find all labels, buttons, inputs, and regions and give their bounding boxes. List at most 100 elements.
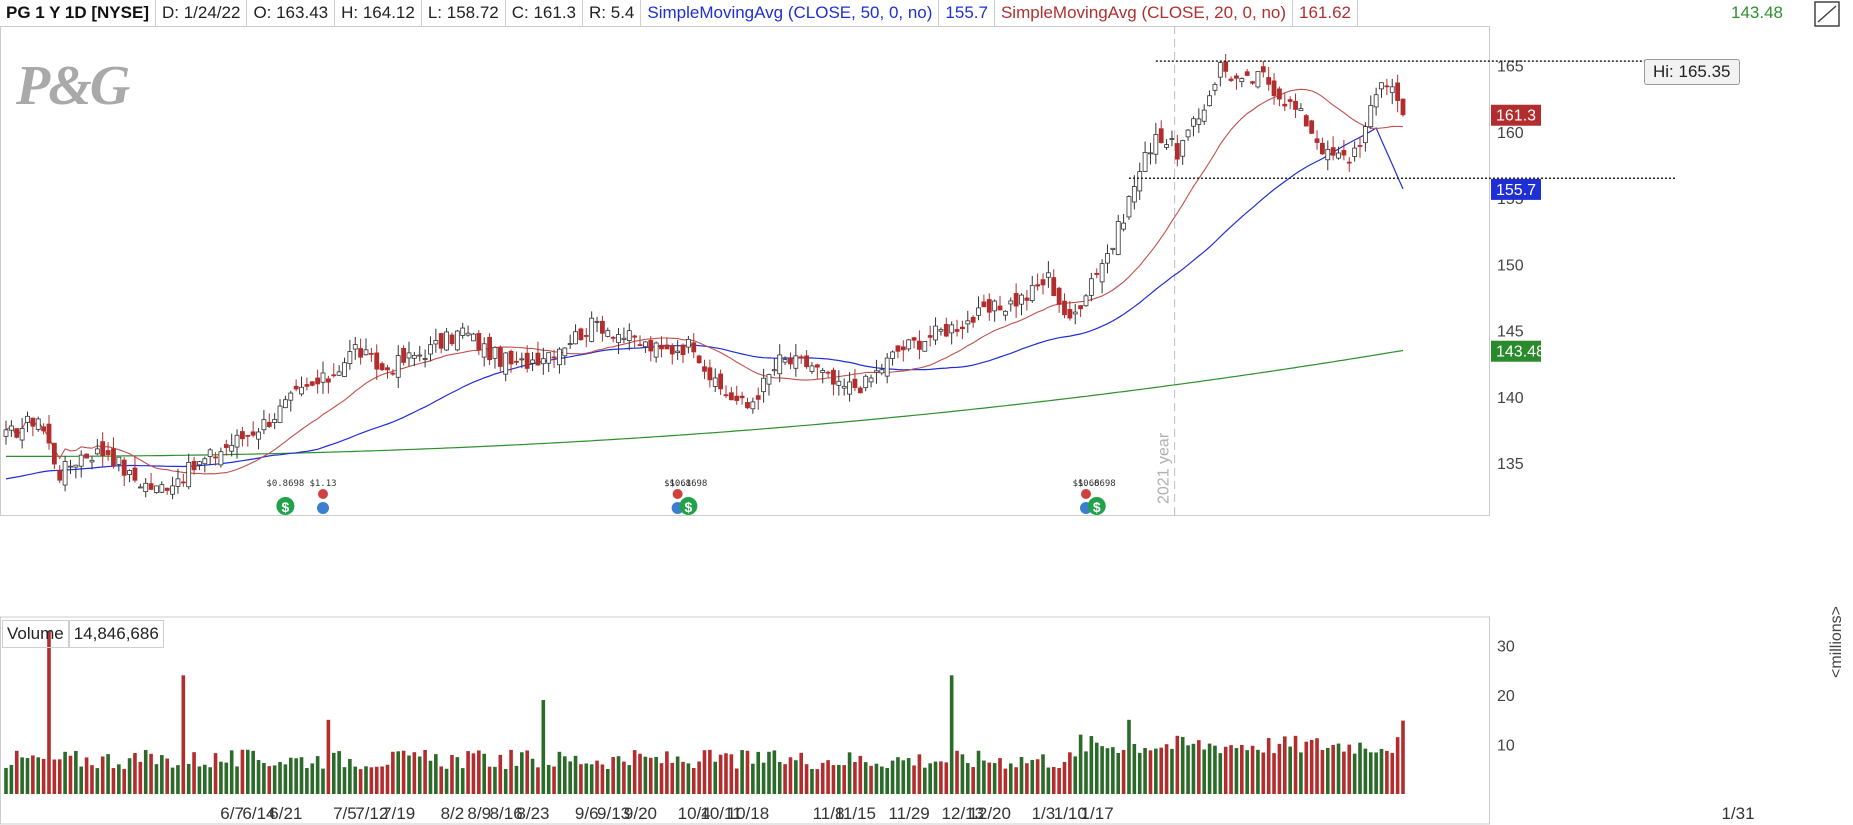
volume-bar (600, 764, 605, 794)
volume-bar (84, 757, 89, 794)
candle-body (111, 448, 116, 466)
candle-body (557, 348, 562, 366)
ma20-study-label[interactable]: SimpleMovingAvg (CLOSE, 20, 0, no) (995, 0, 1294, 26)
price-chart[interactable]: 1351401451501551601652021 year$0.8698$$1… (0, 26, 1853, 616)
ma50-study-label[interactable]: SimpleMovingAvg (CLOSE, 50, 0, no) (641, 0, 940, 26)
candle-body (288, 392, 294, 401)
volume-bar (385, 764, 390, 794)
candle-body (761, 377, 767, 393)
volume-bar (417, 756, 422, 794)
volume-bar (1245, 750, 1249, 794)
candle-body (1277, 88, 1282, 100)
candle-body (449, 334, 455, 345)
candle-body (245, 434, 251, 437)
volume-bar (643, 756, 648, 794)
candle-body (46, 423, 52, 444)
candle-body (261, 419, 267, 431)
candle-body (1083, 295, 1089, 307)
candle-body (702, 366, 707, 372)
volume-bar (391, 751, 395, 794)
candle-body (809, 365, 815, 372)
candle-body (202, 458, 208, 465)
candle-body (1234, 75, 1239, 79)
volume-bar (1401, 720, 1405, 794)
volume-bar (1229, 745, 1233, 794)
candle-body (1325, 149, 1331, 161)
candle-body (132, 467, 138, 481)
candle-body (444, 331, 449, 351)
volume-bar (294, 758, 298, 794)
volume-bar (1202, 749, 1206, 794)
volume-bar (794, 760, 798, 794)
candle-body (626, 330, 632, 341)
x-tick-label: 11/29 (888, 804, 929, 823)
volume-bar (57, 759, 62, 794)
candle-body (454, 330, 460, 351)
candle-body (680, 344, 686, 356)
candle-body (497, 347, 503, 367)
candle-body (884, 357, 890, 377)
volume-bar (133, 753, 137, 794)
candle-body (89, 459, 95, 463)
candle-body (492, 346, 498, 359)
candle-body (788, 358, 793, 365)
volume-bar (165, 758, 169, 794)
candle-body (1067, 309, 1073, 319)
candle-body (728, 392, 734, 401)
chart-header: PG 1 Y 1D [NYSE] D: 1/24/22 O: 163.43 H: 16… (0, 0, 1853, 30)
volume-bar (638, 753, 642, 794)
candle-body (927, 335, 933, 338)
volume-bar (176, 765, 180, 794)
candle-body (487, 336, 492, 361)
volume-bar (896, 757, 900, 794)
candle-body (965, 320, 971, 325)
volume-unit-label: <millions> (1828, 605, 1845, 678)
candle-body (1024, 297, 1030, 301)
earnings-info-icon (317, 502, 330, 514)
candle-body (352, 344, 358, 350)
volume-bar (799, 752, 804, 794)
candle-body (519, 358, 525, 361)
volume-bar (1379, 748, 1384, 794)
candle-body (1217, 62, 1223, 78)
volume-bar (1094, 742, 1099, 794)
volume-bar (982, 760, 986, 794)
x-tick-label: 11/15 (835, 804, 876, 823)
ma20-line (5, 88, 1404, 475)
x-tick-label: 8/2 (441, 804, 465, 823)
candle-body (465, 332, 471, 336)
ma50-value: 155.7 (939, 0, 995, 26)
candle-body (1287, 99, 1293, 102)
candle-body (831, 369, 836, 385)
candle-body (1142, 152, 1148, 172)
volume-bar (514, 765, 519, 794)
candle-body (675, 350, 681, 354)
candle-body (148, 483, 154, 490)
volume-bar (847, 752, 852, 794)
volume-bar (1062, 761, 1067, 794)
candle-body (422, 358, 428, 360)
volume-bar (573, 755, 578, 794)
volume-bar (122, 768, 127, 794)
candle-body (390, 372, 396, 375)
volume-bar (987, 762, 992, 794)
volume-bar (272, 765, 277, 794)
volume-bar (724, 753, 728, 794)
volume-bar (14, 750, 19, 794)
candle-body (51, 442, 57, 465)
candle-body (438, 333, 444, 349)
candle-body (116, 456, 122, 465)
volume-bar (520, 752, 524, 794)
volume-bar (439, 766, 444, 794)
volume-bar (197, 766, 202, 794)
candle-body (825, 371, 831, 374)
symbol-label[interactable]: PG 1 Y 1D [NYSE] (0, 0, 156, 26)
candle-body (970, 316, 976, 323)
drawing-tool-icon[interactable] (1809, 0, 1843, 30)
candle-body (551, 356, 557, 359)
candle-body (804, 355, 809, 368)
volume-chart[interactable]: 10 20 30 6/76/146/21 7/57/127/19 8/2 8/98/168/… (0, 616, 1853, 825)
volume-bar (713, 761, 718, 794)
candle-body (820, 370, 826, 373)
x-tick-label: 8/23 (516, 804, 549, 823)
